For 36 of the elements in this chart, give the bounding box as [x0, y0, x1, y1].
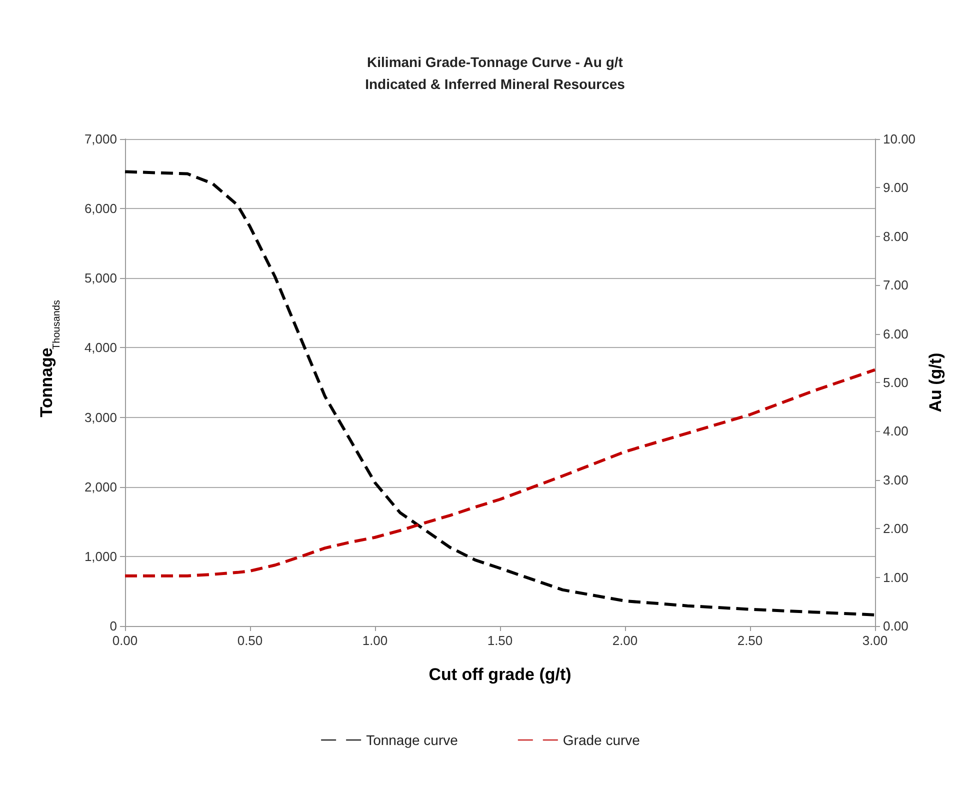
x-tick-label: 3.00	[862, 633, 888, 648]
y2-tick-label: 10.00	[883, 132, 916, 146]
x-tick-label: 1.50	[487, 633, 513, 648]
x-tick-label: 0.00	[112, 633, 138, 648]
y2-axis-title: Au (g/t)	[926, 352, 945, 412]
y-tick-label: 4,000	[84, 340, 117, 356]
y2-tick-label: 8.00	[883, 228, 908, 244]
y-tick-label: 2,000	[84, 479, 117, 494]
y-tick-label: 6,000	[84, 201, 117, 216]
y-tick-label: 3,000	[84, 410, 117, 425]
y2-tick-label: 2.00	[883, 521, 908, 536]
x-tick-label: 0.50	[237, 633, 263, 648]
y2-tick-label: 9.00	[883, 180, 908, 196]
y2-tick-label: 0.00	[883, 618, 908, 634]
y2-tick-label: 3.00	[883, 472, 908, 488]
x-axis-title: Cut off grade (g/t)	[428, 665, 572, 684]
line-series	[124, 170, 876, 616]
y2-tick-label: 7.00	[883, 278, 908, 293]
y2-tick-label: 6.00	[883, 326, 908, 342]
y2-tick-label: 5.00	[883, 375, 908, 390]
y-tick-label: 7,000	[84, 132, 117, 146]
chart-title: Kilimani Grade-Tonnage Curve - Au g/t	[367, 54, 624, 70]
x-tick-label: 2.50	[737, 633, 763, 648]
legend-label: Grade curve	[562, 732, 640, 748]
text: Thousands	[52, 300, 62, 350]
y-tick-label: 5,000	[84, 270, 117, 286]
y-tick-label: 0	[110, 618, 117, 634]
chart-subtitle: Indicated & Inferred Mineral Resources	[365, 76, 626, 92]
y2-tick-label: 4.00	[883, 424, 908, 439]
y2-tick-label: 1.00	[883, 570, 908, 585]
line-series	[124, 368, 876, 578]
x-tick-label: 1.00	[362, 633, 388, 648]
x-tick-label: 2.00	[612, 633, 638, 648]
y-tick-label: 1,000	[84, 548, 117, 564]
y-axis-title: Tonnage	[37, 348, 56, 418]
legend-label: Tonnage curve	[366, 732, 458, 748]
